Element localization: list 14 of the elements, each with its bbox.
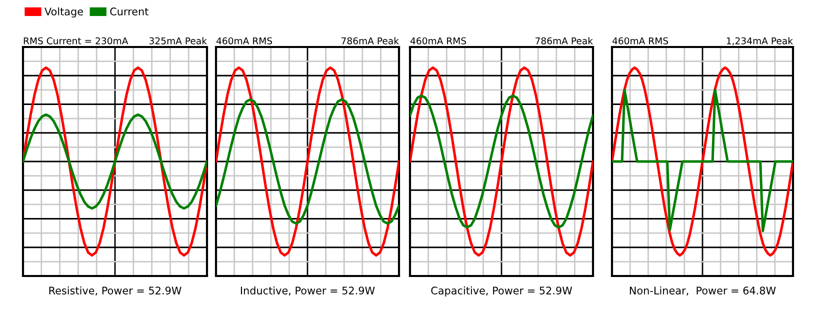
x-axis-title: Non-Linear, Power = 64.8W [630,286,776,296]
chart-title: 460mA RMS [612,37,668,44]
chart-title: RMS Current = 230mA [24,37,128,44]
chart-subtitle: 325mA Peak [149,37,207,44]
x-axis-title: Capacitive, Power = 52.9W [431,286,572,296]
chart-subtitle: 1,234mA Peak [726,37,793,46]
chart-title: 460mA RMS [216,37,272,44]
legend-label: Voltage [44,7,83,18]
chart-subtitle: 786mA Peak [342,37,399,44]
x-axis-title: Resistive, Power = 52.9W [49,286,182,296]
chart-subtitle: 786mA Peak [536,37,593,44]
legend-label: Current [110,8,148,16]
chart-title: 460mA RMS [410,37,466,44]
x-axis-title: Inductive, Power = 52.9W [240,286,375,296]
